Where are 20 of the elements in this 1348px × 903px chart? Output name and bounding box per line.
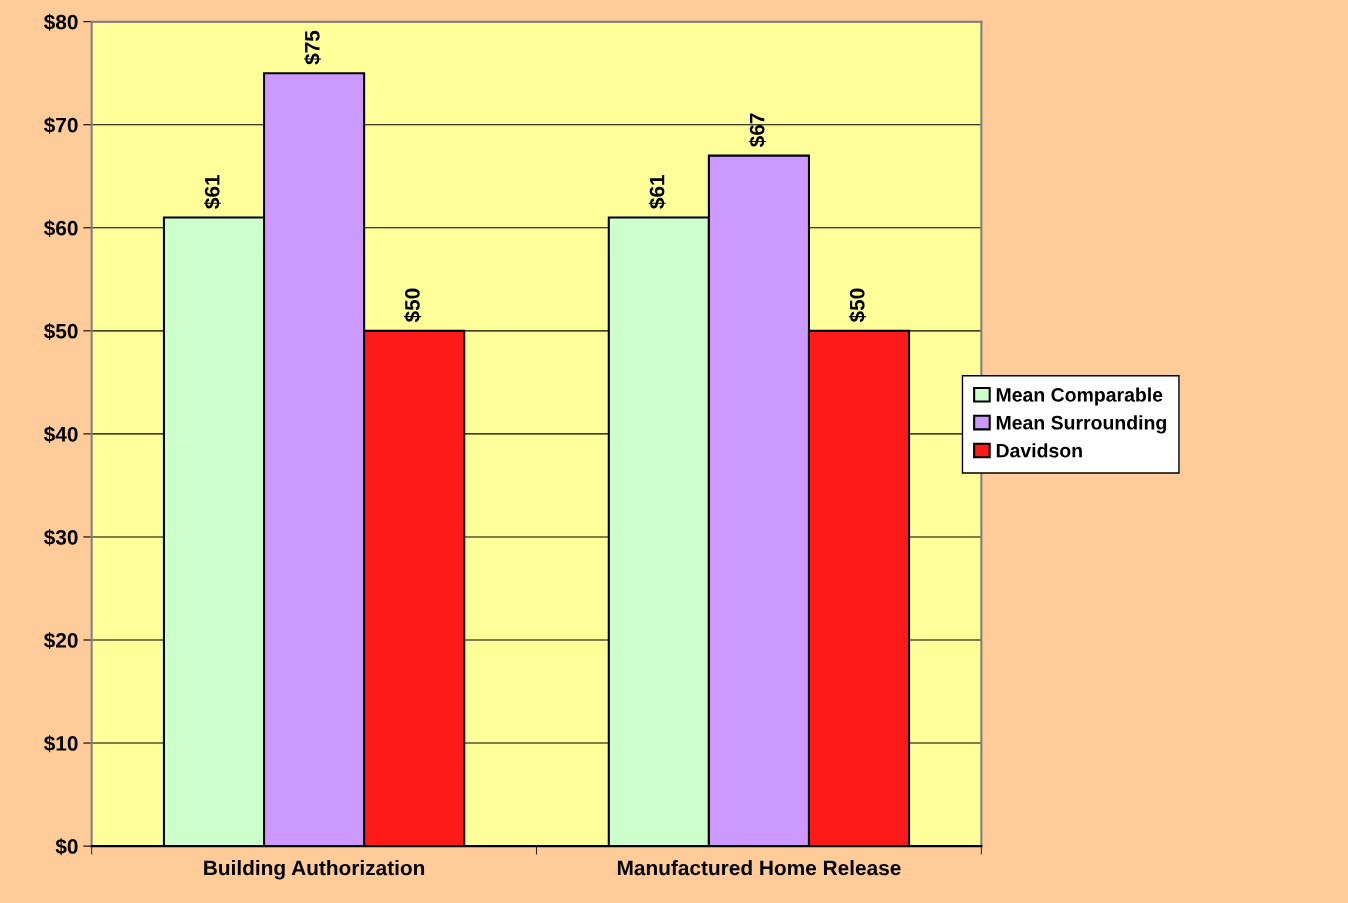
data-label: $61: [203, 174, 221, 209]
data-label: $67: [748, 113, 766, 148]
data-label: $61: [648, 174, 666, 209]
y-tick-label: $80: [43, 13, 78, 31]
y-tick-label: $70: [43, 116, 78, 134]
x-tick-label: Building Authorization: [204, 860, 425, 880]
y-tick-label: $40: [43, 425, 78, 443]
y-tick-label: $60: [43, 219, 78, 237]
legend-label: Mean Comparable: [996, 387, 1163, 406]
legend-label: Mean Surrounding: [996, 415, 1166, 434]
y-tick-label: $20: [43, 632, 78, 650]
data-label: $75: [304, 30, 322, 65]
y-tick-label: $50: [43, 322, 78, 340]
legend-label: Davidson: [996, 443, 1082, 458]
y-tick-label: $0: [55, 838, 78, 856]
x-tick-label: Manufactured Home Release: [617, 860, 901, 876]
data-label: $50: [404, 288, 422, 323]
y-tick-label: $30: [43, 529, 78, 547]
y-tick-label: $10: [43, 735, 78, 753]
data-label: $50: [848, 288, 866, 323]
